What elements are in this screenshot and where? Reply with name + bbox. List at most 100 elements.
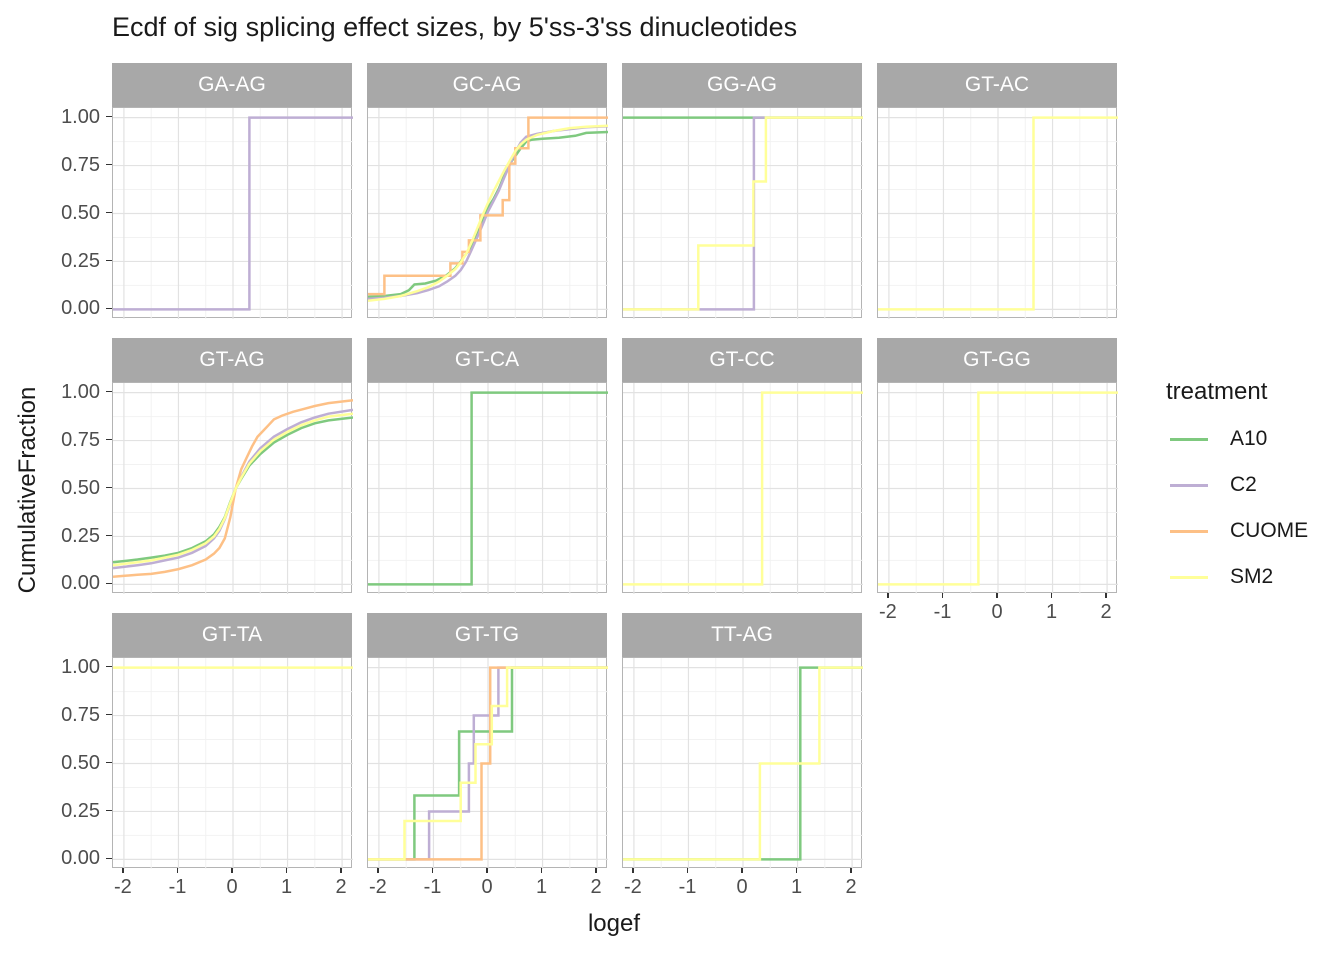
ecdf-line-GT-TG-SM2 <box>368 666 608 861</box>
facet-strip-GA-AG: GA-AG <box>112 63 352 107</box>
x-tick-mark <box>1105 593 1107 598</box>
facet-panel-GT-TG <box>367 657 608 869</box>
y-tick-mark <box>106 582 112 585</box>
y-tick-label: 0.25 <box>61 799 100 822</box>
ecdf-line-GC-AG-SM2 <box>368 124 608 303</box>
y-tick-label: 0.75 <box>61 703 100 726</box>
y-tick-mark <box>106 713 112 716</box>
x-tick-label: 1 <box>535 876 548 898</box>
legend-title: treatment <box>1166 378 1268 405</box>
x-tick-mark <box>595 868 597 873</box>
facet-strip-GT-CC: GT-CC <box>622 338 862 382</box>
x-tick-label: 2 <box>845 876 857 898</box>
x-tick-label: 2 <box>335 876 347 898</box>
y-tick-label: 0.50 <box>61 751 100 774</box>
x-tick-mark <box>741 868 743 873</box>
ecdf-line-GT-CA-A10 <box>368 391 608 586</box>
x-tick-mark <box>996 593 998 598</box>
x-tick-mark <box>850 868 852 873</box>
legend-key-line-icon <box>1170 483 1208 487</box>
facet-panel-GT-CC <box>622 382 863 594</box>
y-tick-label: 1.00 <box>61 105 100 128</box>
legend-item-SM2: SM2 <box>1170 562 1273 592</box>
ecdf-line-GT-TG-A10 <box>368 666 608 861</box>
y-tick-label: 0.50 <box>61 476 100 499</box>
x-tick-mark <box>540 868 543 873</box>
x-tick-label: 2 <box>590 876 602 898</box>
x-tick-label: 1 <box>790 876 803 898</box>
ecdf-line-GA-AG-C2 <box>113 116 353 311</box>
facet-strip-GG-AG: GG-AG <box>622 63 862 107</box>
y-tick-mark <box>106 809 112 812</box>
y-tick-label: 0.25 <box>61 524 100 547</box>
x-tick-label: 0 <box>991 601 1003 623</box>
x-tick-label: -2 <box>623 876 642 898</box>
facet-strip-GC-AG: GC-AG <box>367 63 607 107</box>
x-tick-label: 0 <box>226 876 238 898</box>
y-tick-mark <box>106 307 112 310</box>
facet-strip-GT-AG: GT-AG <box>112 338 352 382</box>
x-tick-label: 1 <box>280 876 293 898</box>
legend-key-line-icon <box>1170 575 1208 579</box>
x-tick-mark <box>941 593 944 598</box>
y-tick-label: 0.00 <box>61 847 100 870</box>
x-tick-mark <box>795 868 798 873</box>
y-tick-mark <box>106 259 112 262</box>
legend-key-line-icon <box>1170 437 1208 441</box>
x-tick-label: -1 <box>933 601 952 623</box>
ecdf-line-GT-AC-SM2 <box>878 116 1118 311</box>
x-tick-label: 0 <box>736 876 748 898</box>
legend-label: C2 <box>1230 473 1257 496</box>
legend-label: CUOME <box>1230 519 1309 542</box>
y-tick-label: 0.75 <box>61 428 100 451</box>
legend-item-CUOME: CUOME <box>1170 516 1308 546</box>
y-tick-label: 0.75 <box>61 153 100 176</box>
x-tick-mark <box>632 868 634 873</box>
y-tick-mark <box>106 857 112 860</box>
legend-label: A10 <box>1230 427 1268 450</box>
x-tick-label: 0 <box>481 876 493 898</box>
facet-panel-GC-AG <box>367 107 608 319</box>
facet-panel-GG-AG <box>622 107 863 319</box>
facet-panel-TT-AG <box>622 657 863 869</box>
facet-panel-GT-AG <box>112 382 353 594</box>
x-tick-label: -1 <box>678 876 697 898</box>
ecdf-line-GT-TG-C2 <box>368 666 608 861</box>
y-tick-mark <box>106 115 112 118</box>
y-tick-mark <box>106 390 112 393</box>
y-tick-label: 0.25 <box>61 249 100 272</box>
y-tick-label: 1.00 <box>61 655 100 678</box>
facet-strip-GT-TA: GT-TA <box>112 613 352 657</box>
y-tick-mark <box>106 761 112 764</box>
x-tick-label: 2 <box>1100 601 1112 623</box>
legend-item-C2: C2 <box>1170 470 1257 500</box>
plot-title: Ecdf of sig splicing effect sizes, by 5'… <box>112 12 798 42</box>
facet-panel-GT-AC <box>877 107 1118 319</box>
ecdf-line-GT-CC-SM2 <box>623 391 863 586</box>
x-tick-mark <box>431 868 434 873</box>
x-tick-label: -2 <box>113 876 132 898</box>
y-tick-label: 0.50 <box>61 201 100 224</box>
y-tick-mark <box>106 438 112 441</box>
x-tick-label: -2 <box>878 601 897 623</box>
ecdf-line-GT-AG-CUOME <box>113 399 353 578</box>
x-tick-mark <box>1050 593 1053 598</box>
facet-strip-GT-GG: GT-GG <box>877 338 1117 382</box>
y-axis-title: CumulativeFraction <box>14 386 41 594</box>
x-tick-mark <box>340 868 342 873</box>
facet-panel-GT-GG <box>877 382 1118 594</box>
y-tick-label: 1.00 <box>61 380 100 403</box>
facet-strip-TT-AG: TT-AG <box>622 613 862 657</box>
legend-key-line-icon <box>1170 529 1208 533</box>
facet-strip-GT-AC: GT-AC <box>877 63 1117 107</box>
ecdf-line-GT-AG-SM2 <box>113 412 353 567</box>
ecdf-line-GT-GG-SM2 <box>878 391 1118 586</box>
x-tick-label: -1 <box>168 876 187 898</box>
x-tick-label: 1 <box>1045 601 1058 623</box>
facet-strip-GT-TG: GT-TG <box>367 613 607 657</box>
ecdf-line-TT-AG-SM2 <box>623 666 863 861</box>
ecdf-line-GG-AG-SM2 <box>623 116 863 311</box>
x-tick-label: -2 <box>368 876 387 898</box>
x-axis-title: logef <box>587 910 641 937</box>
